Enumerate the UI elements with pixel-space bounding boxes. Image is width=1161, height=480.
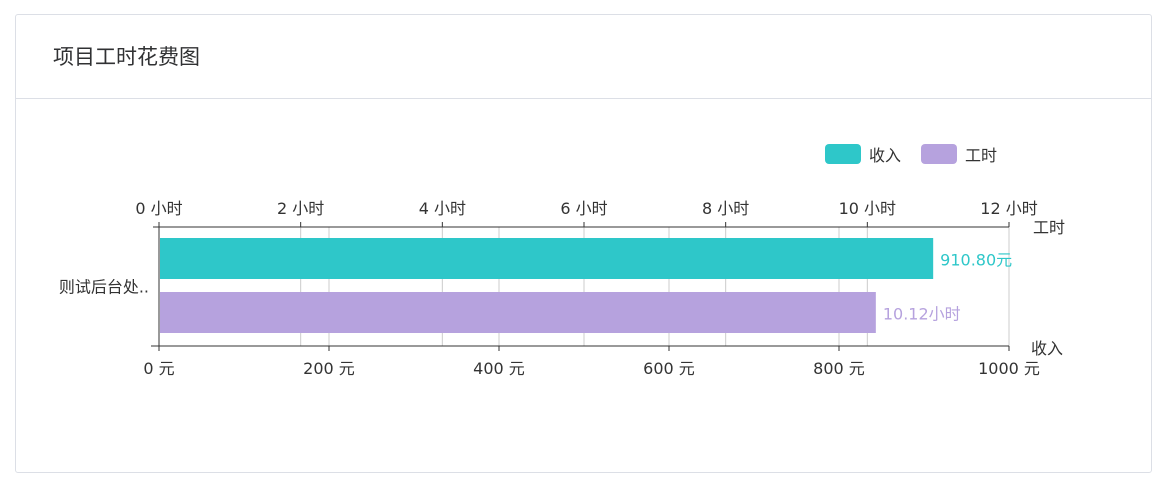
bottom-axis-tick-label: 1000 元 <box>978 359 1040 378</box>
card-header: 项目工时花费图 <box>16 15 1151 99</box>
data-label-收入: 910.80元 <box>940 251 1012 270</box>
top-axis-tick-label: 6 小时 <box>560 199 607 218</box>
data-label-工时: 10.12小时 <box>883 305 961 324</box>
top-axis-tick-label: 4 小时 <box>419 199 466 218</box>
legend-label-工时: 工时 <box>965 146 997 165</box>
bottom-axis-tick-label: 200 元 <box>303 359 355 378</box>
card-title: 项目工时花费图 <box>53 45 200 69</box>
top-axis-tick-label: 2 小时 <box>277 199 324 218</box>
top-axis-tick-label: 10 小时 <box>839 199 896 218</box>
top-axis-name: 工时 <box>1033 218 1065 237</box>
legend-label-收入: 收入 <box>869 146 901 165</box>
category-label: 则试后台处.. <box>59 278 149 297</box>
bottom-axis-tick-label: 600 元 <box>643 359 695 378</box>
top-axis-tick-label: 8 小时 <box>702 199 749 218</box>
top-axis-tick-label: 12 小时 <box>980 199 1037 218</box>
bottom-axis-tick-label: 0 元 <box>143 359 174 378</box>
legend-swatch-工时 <box>921 144 957 164</box>
bar-收入 <box>160 238 934 279</box>
top-axis-tick-label: 0 小时 <box>135 199 182 218</box>
bottom-axis-tick-label: 800 元 <box>813 359 865 378</box>
legend-swatch-收入 <box>825 144 861 164</box>
bottom-axis-tick-label: 400 元 <box>473 359 525 378</box>
bar-工时 <box>160 292 876 333</box>
bottom-axis-name: 收入 <box>1031 339 1063 358</box>
